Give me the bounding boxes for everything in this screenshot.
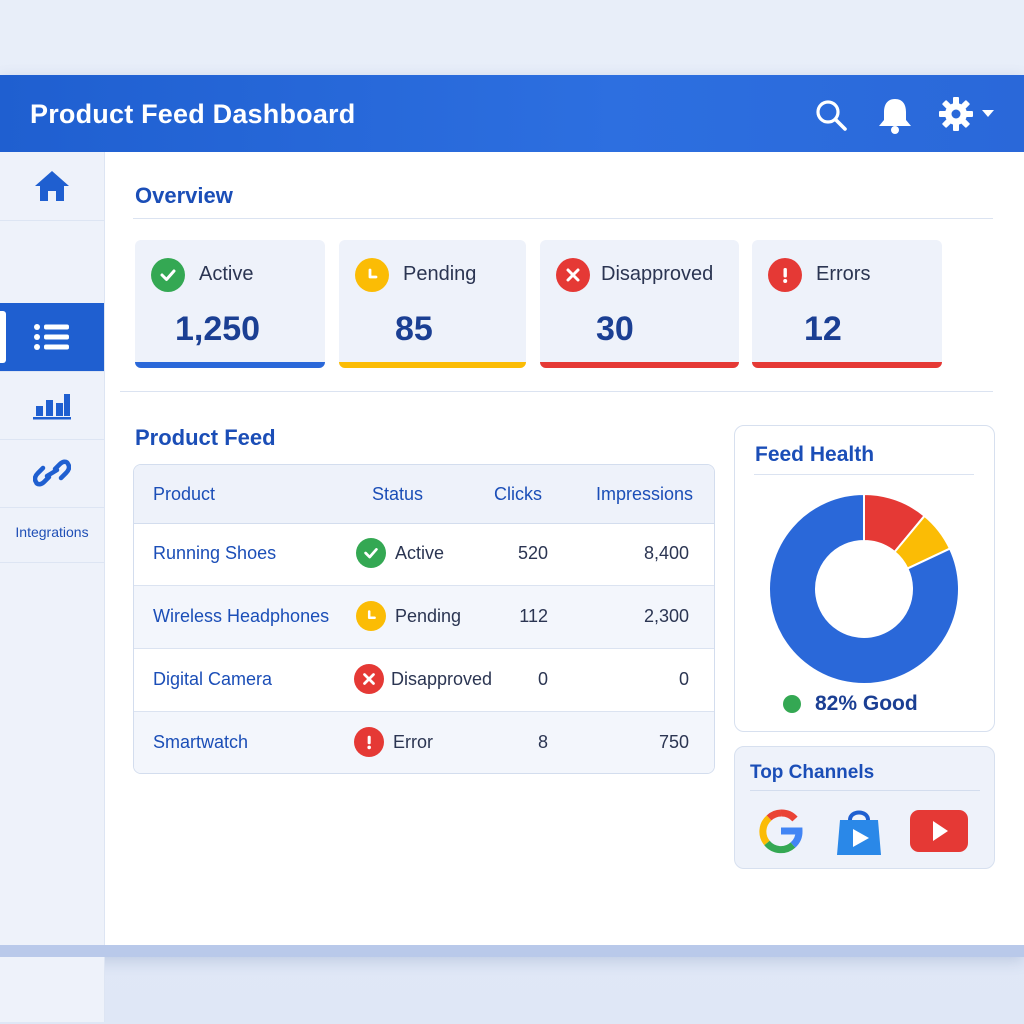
table-row[interactable]: Digital Camera Disapproved 0 0 bbox=[134, 649, 714, 712]
stat-label: Pending bbox=[403, 263, 477, 285]
app-header: Product Feed Dashboard bbox=[0, 75, 1024, 152]
bell-icon[interactable] bbox=[876, 95, 914, 135]
column-header-status[interactable]: Status bbox=[372, 484, 424, 504]
impressions-value: 750 bbox=[658, 732, 689, 752]
sidebar-item-label: Integrations bbox=[15, 524, 89, 540]
overview-title: Overview bbox=[135, 183, 233, 208]
product-name[interactable]: Wireless Headphones bbox=[153, 606, 330, 626]
gear-icon[interactable] bbox=[938, 96, 974, 132]
app-title: Product Feed Dashboard bbox=[30, 99, 356, 129]
clock-icon bbox=[355, 258, 389, 292]
stat-label: Active bbox=[199, 263, 254, 285]
bar-chart-icon bbox=[33, 394, 71, 420]
stat-card-active[interactable]: Active 1,250 bbox=[135, 240, 325, 368]
stat-bar bbox=[135, 362, 325, 368]
check-icon bbox=[151, 258, 185, 292]
stat-label: Disapproved bbox=[601, 263, 714, 285]
stat-label: Errors bbox=[816, 263, 871, 285]
chevron-down-icon[interactable] bbox=[980, 108, 996, 120]
google-icon[interactable] bbox=[757, 807, 805, 855]
stat-bar bbox=[339, 362, 526, 368]
health-divider bbox=[754, 474, 974, 475]
clicks-value: 112 bbox=[519, 606, 548, 626]
clicks-value: 0 bbox=[537, 669, 548, 689]
sidebar: Integrations bbox=[0, 152, 105, 1022]
donut-segment-good bbox=[768, 492, 960, 685]
sidebar-item-integrations[interactable]: Integrations bbox=[0, 502, 104, 563]
status-cell: Error bbox=[354, 727, 433, 757]
health-summary: 82% Good bbox=[783, 692, 918, 716]
list-icon bbox=[34, 324, 69, 350]
table-row[interactable]: Wireless Headphones Pending 112 2,300 bbox=[134, 586, 714, 649]
shopping-bag-icon[interactable] bbox=[835, 805, 883, 857]
clicks-value: 520 bbox=[517, 543, 548, 563]
good-status-dot bbox=[783, 695, 801, 713]
window-bottom-edge bbox=[0, 945, 1024, 957]
status-cell: Active bbox=[356, 538, 444, 568]
product-feed-table: Product Status Clicks Impressions Runnin… bbox=[133, 464, 715, 774]
stat-bar bbox=[752, 362, 942, 368]
product-name[interactable]: Digital Camera bbox=[153, 669, 273, 689]
feed-health-title: Feed Health bbox=[755, 443, 875, 466]
clicks-value: 8 bbox=[537, 732, 548, 752]
sidebar-item-analytics[interactable] bbox=[0, 371, 104, 440]
stat-card-errors[interactable]: Errors 12 bbox=[752, 240, 942, 368]
product-name[interactable]: Smartwatch bbox=[153, 732, 249, 752]
home-icon bbox=[35, 171, 69, 201]
status-text: Active bbox=[395, 542, 445, 563]
channels-divider bbox=[750, 790, 980, 791]
search-icon[interactable] bbox=[813, 97, 849, 133]
product-name[interactable]: Running Shoes bbox=[153, 543, 277, 563]
status-text: Error bbox=[393, 731, 433, 752]
app-window: Product Feed Dashboard bbox=[0, 75, 1024, 1022]
product-feed-title: Product Feed bbox=[135, 425, 276, 450]
impressions-value: 8,400 bbox=[643, 543, 689, 563]
stat-card-disapproved[interactable]: Disapproved 30 bbox=[540, 240, 739, 368]
feed-health-donut bbox=[768, 492, 960, 685]
status-cell: Pending bbox=[356, 601, 461, 631]
top-channels-title: Top Channels bbox=[750, 762, 875, 783]
feed-health-panel: Feed Health 82% Good bbox=[734, 425, 995, 732]
stat-bar bbox=[540, 362, 739, 368]
status-cell: Disapproved bbox=[354, 664, 492, 694]
health-good-label: 82% Good bbox=[815, 692, 918, 715]
table-row[interactable]: Running Shoes Active 520 8,400 bbox=[134, 523, 714, 586]
exclamation-icon bbox=[354, 727, 384, 757]
x-icon bbox=[354, 664, 384, 694]
clock-icon bbox=[356, 601, 386, 631]
column-header-product[interactable]: Product bbox=[153, 484, 216, 504]
sidebar-item-links[interactable] bbox=[0, 439, 104, 508]
stat-value: 1,250 bbox=[175, 310, 261, 348]
table-row[interactable]: Smartwatch Error 8 750 bbox=[134, 712, 714, 773]
sidebar-item-home[interactable] bbox=[0, 152, 104, 221]
overview-divider bbox=[133, 218, 993, 219]
column-header-clicks[interactable]: Clicks bbox=[494, 484, 542, 504]
link-icon bbox=[33, 459, 71, 487]
table-header: Product Status Clicks Impressions bbox=[134, 465, 714, 524]
top-channels-panel: Top Channels bbox=[734, 746, 995, 869]
stat-value: 30 bbox=[596, 310, 634, 348]
stat-value: 85 bbox=[395, 310, 433, 348]
exclamation-icon bbox=[768, 258, 802, 292]
section-divider bbox=[120, 391, 993, 392]
check-icon bbox=[356, 538, 386, 568]
impressions-value: 2,300 bbox=[643, 606, 689, 626]
youtube-icon[interactable] bbox=[909, 809, 969, 853]
sidebar-item-products[interactable] bbox=[0, 303, 104, 372]
impressions-value: 0 bbox=[678, 669, 689, 689]
column-header-impressions[interactable]: Impressions bbox=[596, 484, 694, 504]
stat-value: 12 bbox=[804, 310, 842, 348]
status-text: Disapproved bbox=[391, 668, 493, 689]
status-text: Pending bbox=[395, 605, 462, 626]
x-icon bbox=[556, 258, 590, 292]
stat-card-pending[interactable]: Pending 85 bbox=[339, 240, 526, 368]
